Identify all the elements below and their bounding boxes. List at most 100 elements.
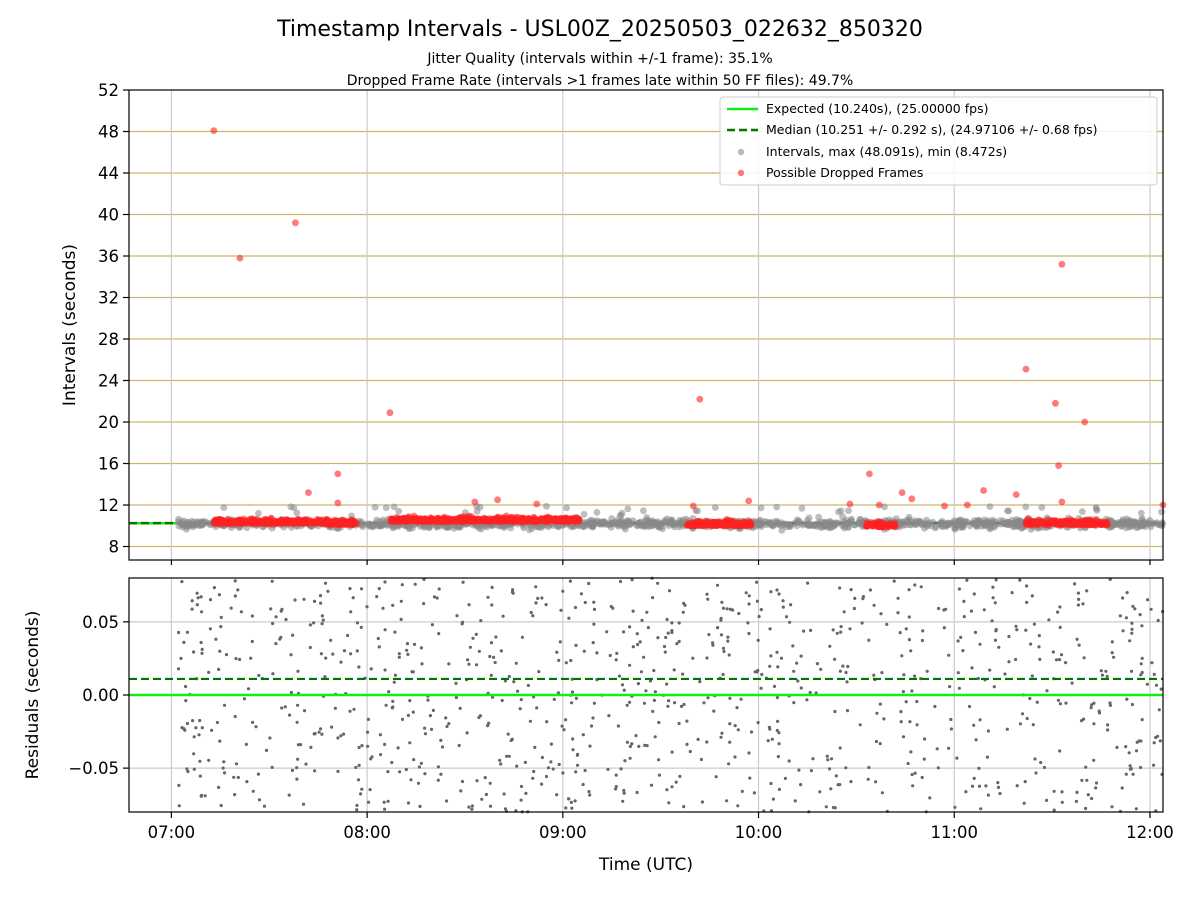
residual-point	[1085, 589, 1089, 593]
residual-point	[510, 588, 515, 592]
residual-point	[648, 679, 653, 683]
residual-point	[295, 777, 299, 781]
residual-point	[1124, 772, 1128, 776]
residual-point	[982, 608, 986, 612]
residual-point	[756, 721, 760, 725]
interval-point	[606, 519, 614, 527]
residual-point	[528, 719, 533, 723]
residual-point	[329, 638, 333, 642]
residual-point	[503, 679, 507, 683]
residual-point	[688, 749, 692, 754]
interval-point	[782, 523, 790, 531]
dropped-frame-point	[338, 520, 345, 528]
residual-point	[234, 657, 238, 661]
interval-point	[822, 523, 829, 530]
residual-point	[907, 615, 911, 619]
residual-point	[1133, 607, 1137, 611]
residual-point	[768, 664, 772, 668]
residual-point	[907, 588, 911, 592]
residual-point	[976, 676, 981, 681]
residual-point	[293, 598, 297, 602]
residual-point	[1074, 799, 1078, 804]
residual-point	[490, 603, 494, 607]
interval-point	[184, 521, 191, 528]
dropped-frame-point	[863, 522, 870, 530]
residual-point	[177, 630, 181, 635]
residual-point	[1054, 658, 1059, 662]
residual-point	[330, 725, 334, 729]
residual-point	[549, 742, 554, 746]
residual-point	[366, 717, 370, 722]
residual-point	[665, 788, 669, 792]
residual-point	[805, 698, 809, 702]
residual-point	[769, 781, 773, 786]
residual-point	[359, 587, 364, 591]
residual-point	[673, 701, 677, 705]
residual-point	[271, 621, 275, 626]
residual-point	[219, 625, 223, 629]
residual-point	[180, 726, 184, 730]
residual-point	[1005, 727, 1009, 731]
residual-point	[544, 774, 549, 779]
interval-point	[636, 521, 644, 529]
interval-point	[814, 521, 822, 528]
residual-point	[653, 735, 657, 739]
residual-point	[360, 744, 364, 748]
intervals-y-tick-label: 28	[98, 330, 119, 349]
residual-point	[878, 742, 882, 746]
interval-point	[642, 522, 650, 530]
residual-point	[428, 714, 432, 718]
residual-point	[570, 701, 574, 705]
residual-point	[907, 638, 912, 642]
residual-point	[1092, 722, 1096, 726]
residual-point	[795, 661, 799, 665]
dropped-frame-point	[416, 516, 424, 524]
residual-point	[545, 720, 549, 724]
dropped-frame-outlier	[236, 254, 244, 262]
residual-point	[274, 615, 278, 619]
residual-point	[618, 579, 623, 584]
residual-point	[408, 699, 412, 703]
residual-point	[579, 592, 584, 596]
residual-point	[1106, 723, 1110, 727]
residual-point	[824, 805, 828, 809]
dropped-frame-point	[460, 518, 468, 525]
residual-point	[568, 579, 573, 583]
residual-point	[1124, 616, 1128, 620]
residual-point	[1022, 801, 1026, 805]
residual-point	[1082, 656, 1086, 660]
residual-point	[809, 628, 813, 633]
residual-point	[643, 743, 647, 748]
residual-point	[475, 779, 479, 783]
interval-point	[805, 522, 813, 530]
interval-point	[987, 519, 995, 527]
residual-point	[631, 645, 635, 649]
residual-point	[922, 757, 926, 761]
residual-point	[309, 745, 313, 750]
residual-point	[775, 695, 780, 700]
residual-point	[419, 761, 423, 765]
interval-point	[769, 521, 777, 529]
residual-point	[700, 800, 705, 804]
residual-point	[1015, 628, 1019, 632]
dropped-frame-point	[313, 518, 321, 526]
residual-point	[899, 710, 903, 714]
residual-point	[208, 627, 212, 631]
interval-point	[290, 504, 298, 512]
residual-point	[1157, 708, 1161, 712]
residual-point	[675, 642, 679, 646]
residual-point	[657, 773, 662, 777]
residual-point	[1115, 745, 1119, 750]
residual-point	[532, 769, 536, 774]
residual-point	[381, 606, 385, 610]
residual-point	[383, 742, 387, 747]
residual-point	[257, 673, 261, 678]
dropped-frame-points	[210, 127, 1167, 531]
residual-point	[736, 804, 740, 808]
residual-point	[321, 618, 325, 622]
intervals-y-tick-label: 20	[98, 413, 119, 432]
residual-point	[622, 688, 626, 692]
residual-point	[221, 766, 225, 770]
residual-point	[605, 630, 609, 634]
residual-point	[1018, 578, 1022, 582]
